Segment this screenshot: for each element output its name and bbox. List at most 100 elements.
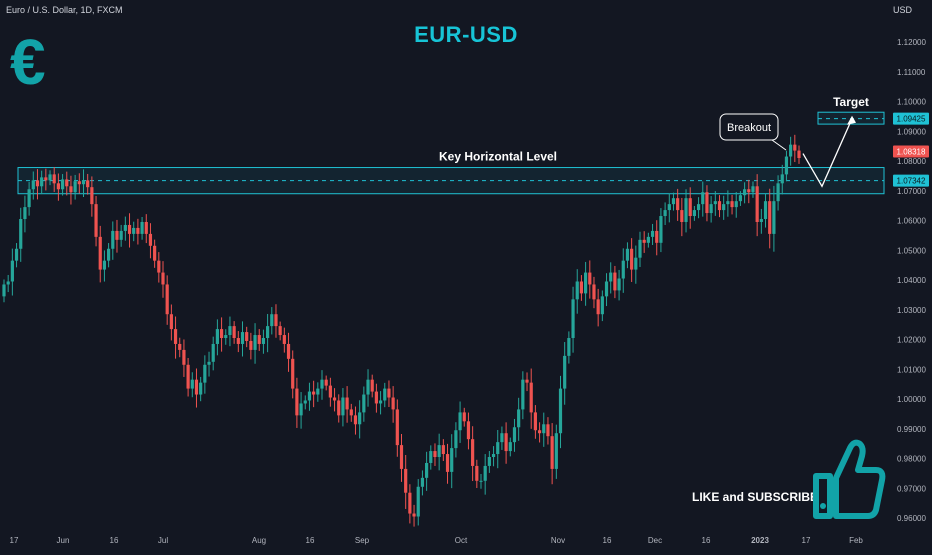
candle-body: [717, 201, 722, 211]
candle-body: [450, 448, 454, 472]
candle-body: [584, 272, 588, 294]
candle-body: [391, 397, 395, 410]
candle-body: [132, 227, 136, 234]
candle-body: [646, 236, 650, 243]
projection-arrow-head: [847, 115, 856, 125]
candle-body: [261, 338, 266, 344]
candle-body: [743, 189, 747, 196]
candle-body: [161, 272, 165, 285]
candle-body: [571, 299, 575, 339]
chart-title: EUR-USD: [414, 22, 518, 47]
candle-body: [412, 513, 416, 517]
y-tick-label: 1.09000: [897, 127, 926, 136]
x-tick-label: 16: [603, 536, 612, 545]
candle-body: [713, 201, 717, 205]
candle-body: [31, 180, 35, 190]
candle-body: [56, 183, 60, 190]
candle-body: [324, 379, 328, 386]
candle-body: [240, 332, 245, 344]
price-tag-label: 1.08318: [897, 148, 926, 157]
candle-body: [286, 343, 291, 359]
candle-body: [370, 379, 374, 392]
candle-body: [650, 230, 655, 237]
candle-body: [701, 192, 705, 205]
candle-body: [512, 427, 517, 443]
candle-body: [199, 382, 203, 395]
candle-body: [299, 403, 303, 416]
candle-body: [144, 221, 148, 234]
y-tick-label: 0.99000: [897, 425, 926, 434]
candle-body: [270, 314, 274, 327]
candle-body: [115, 230, 119, 240]
candle-body: [399, 445, 404, 469]
candle-body: [278, 326, 282, 336]
candle-body: [253, 335, 257, 350]
candle-body: [420, 477, 425, 487]
x-tick-label: 16: [306, 536, 315, 545]
candle-body: [508, 442, 512, 452]
candle-body: [659, 216, 663, 243]
candle-body: [332, 397, 337, 401]
candle-body: [755, 186, 759, 222]
x-tick-label: Oct: [455, 536, 468, 545]
candle-body: [345, 397, 349, 410]
y-tick-label: 1.01000: [897, 365, 926, 374]
candle-body: [604, 281, 609, 297]
candle-body: [784, 156, 789, 175]
candle-body: [588, 272, 592, 285]
currency-label: USD: [892, 5, 912, 15]
candle-body: [667, 204, 671, 211]
candle-body: [500, 433, 504, 443]
candle-body: [303, 400, 307, 404]
thumbs-up-icon: [813, 439, 886, 519]
candle-body: [127, 224, 132, 234]
candle-body: [483, 465, 487, 481]
candle-body: [2, 284, 6, 297]
candle-body: [274, 314, 278, 327]
y-tick-label: 1.12000: [897, 38, 926, 47]
candle-body: [696, 204, 701, 211]
candle-body: [592, 284, 596, 300]
candle-body: [23, 207, 27, 220]
candle-body: [349, 409, 353, 416]
breakout-pointer: [771, 139, 787, 151]
euro-icon: €: [10, 26, 46, 98]
candle-body: [671, 198, 676, 205]
candle-body: [609, 272, 613, 282]
x-tick-label: 16: [110, 536, 119, 545]
candle-body: [466, 421, 471, 440]
candle-body: [479, 480, 483, 482]
candle-body: [462, 412, 466, 422]
candle-body: [358, 412, 362, 425]
candle-body: [759, 219, 763, 222]
candle-body: [726, 201, 730, 205]
candle-body: [65, 179, 69, 187]
candle-body: [504, 433, 508, 452]
candle-body: [165, 284, 169, 315]
candle-body: [94, 204, 98, 237]
candle-body: [102, 260, 107, 270]
x-tick-label: Jul: [158, 536, 168, 545]
candle-body: [613, 272, 617, 291]
x-tick-label: 16: [702, 536, 711, 545]
candle-body: [207, 361, 211, 365]
candle-body: [35, 180, 40, 187]
candle-body: [734, 201, 738, 208]
x-tick-label: Feb: [849, 536, 863, 545]
candle-body: [337, 400, 341, 416]
candle-body: [378, 400, 383, 404]
price-tag-label: 1.07342: [897, 177, 926, 186]
candle-body: [425, 462, 429, 478]
candle-body: [374, 391, 378, 404]
candle-body: [173, 329, 178, 344]
candle-body: [625, 248, 630, 261]
breakout-label: Breakout: [727, 122, 771, 134]
candle-body: [19, 219, 23, 249]
candle-body: [119, 230, 123, 240]
candle-body: [429, 451, 433, 463]
candle-body: [236, 338, 240, 344]
candle-body: [291, 358, 295, 389]
y-tick-label: 1.11000: [897, 68, 926, 77]
